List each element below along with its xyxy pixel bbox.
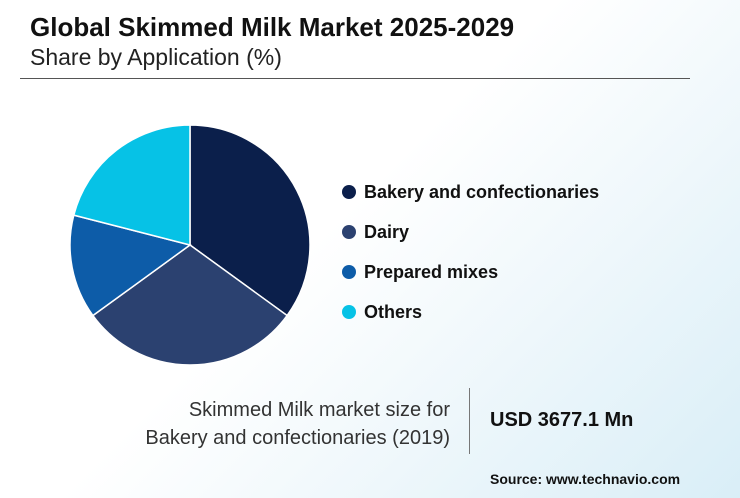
market-size-label-line2: Bakery and confectionaries (2019): [145, 427, 450, 449]
pie-slice-dairy: [91, 244, 289, 366]
legend-label: Others: [364, 301, 423, 322]
legend-label: Bakery and confectionaries: [364, 181, 600, 202]
market-size-value: USD 3677.1 Mn: [490, 409, 634, 431]
pie-slice-prepared-mixes: [69, 214, 192, 317]
legend-item-dairy: Dairy: [342, 212, 599, 252]
legend-item-bakery: Bakery and confectionaries: [342, 172, 599, 212]
legend-item-others: Others: [342, 292, 599, 332]
pie-slice-bakery-and-confectionaries: [189, 124, 311, 317]
market-size-label-line1: Skimmed Milk market size for: [188, 399, 450, 421]
legend-swatch: [342, 225, 356, 239]
title-divider: [20, 78, 690, 79]
source-credit: Source: www.technavio.com: [490, 471, 681, 487]
legend-swatch: [342, 305, 356, 319]
legend-swatch: [342, 185, 356, 199]
legend-label: Prepared mixes: [364, 261, 499, 282]
legend-item-prepared-mixes: Prepared mixes: [342, 252, 599, 292]
market-size-label: Skimmed Milk market size for Bakery and …: [145, 396, 450, 452]
chart-title: Global Skimmed Milk Market 2025-2029: [30, 12, 515, 42]
chart-subtitle: Share by Application (%): [30, 44, 282, 70]
vertical-divider: [469, 388, 470, 454]
legend-label: Dairy: [364, 221, 410, 242]
pie-slice-others: [72, 124, 191, 246]
legend: Bakery and confectionaries Dairy Prepare…: [342, 172, 599, 332]
legend-swatch: [342, 265, 356, 279]
